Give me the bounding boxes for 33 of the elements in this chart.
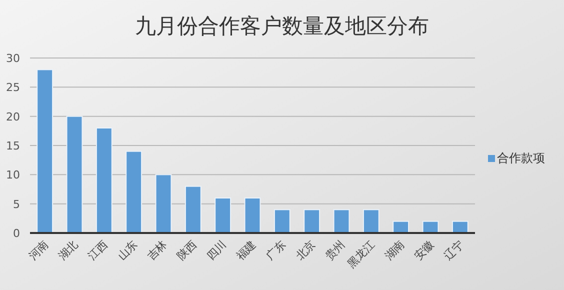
bar	[274, 209, 290, 234]
bar	[126, 150, 142, 234]
x-tick-label: 北京	[293, 238, 318, 263]
x-tick-label: 陕西	[174, 238, 200, 263]
x-tick-label: 辽宁	[442, 238, 466, 263]
y-tick-label: 5	[13, 198, 20, 211]
x-tick-label: 江西	[86, 238, 110, 263]
y-tick-label: 20	[6, 110, 20, 124]
x-tick-label: 湖南	[382, 238, 407, 263]
bar	[333, 209, 350, 234]
x-tick-label: 湖北	[56, 238, 81, 263]
bar	[36, 69, 54, 234]
y-tick-label: 10	[6, 168, 20, 182]
x-tick-label: 河南	[26, 238, 51, 263]
x-tick-label: 安徽	[412, 238, 437, 263]
y-tick-label: 25	[6, 81, 20, 94]
bar	[214, 198, 232, 234]
x-tick-label: 吉林	[144, 238, 170, 263]
x-tick-label: 四川	[204, 238, 229, 263]
y-tick-label: 15	[6, 140, 20, 152]
x-tick-label: 福建	[234, 238, 259, 263]
bar	[244, 198, 261, 234]
bar	[155, 174, 172, 234]
x-tick-label: 山东	[115, 238, 140, 263]
bar	[184, 186, 202, 234]
y-tick-label: 30	[6, 52, 20, 65]
bar	[66, 116, 83, 234]
bar	[96, 128, 112, 234]
chart-title: 九月份合作客户数量及地区分布	[135, 14, 429, 38]
x-tick-label: 广东	[264, 238, 288, 263]
bar	[304, 209, 320, 234]
bar	[362, 209, 380, 234]
y-tick-label: 0	[13, 227, 20, 240]
